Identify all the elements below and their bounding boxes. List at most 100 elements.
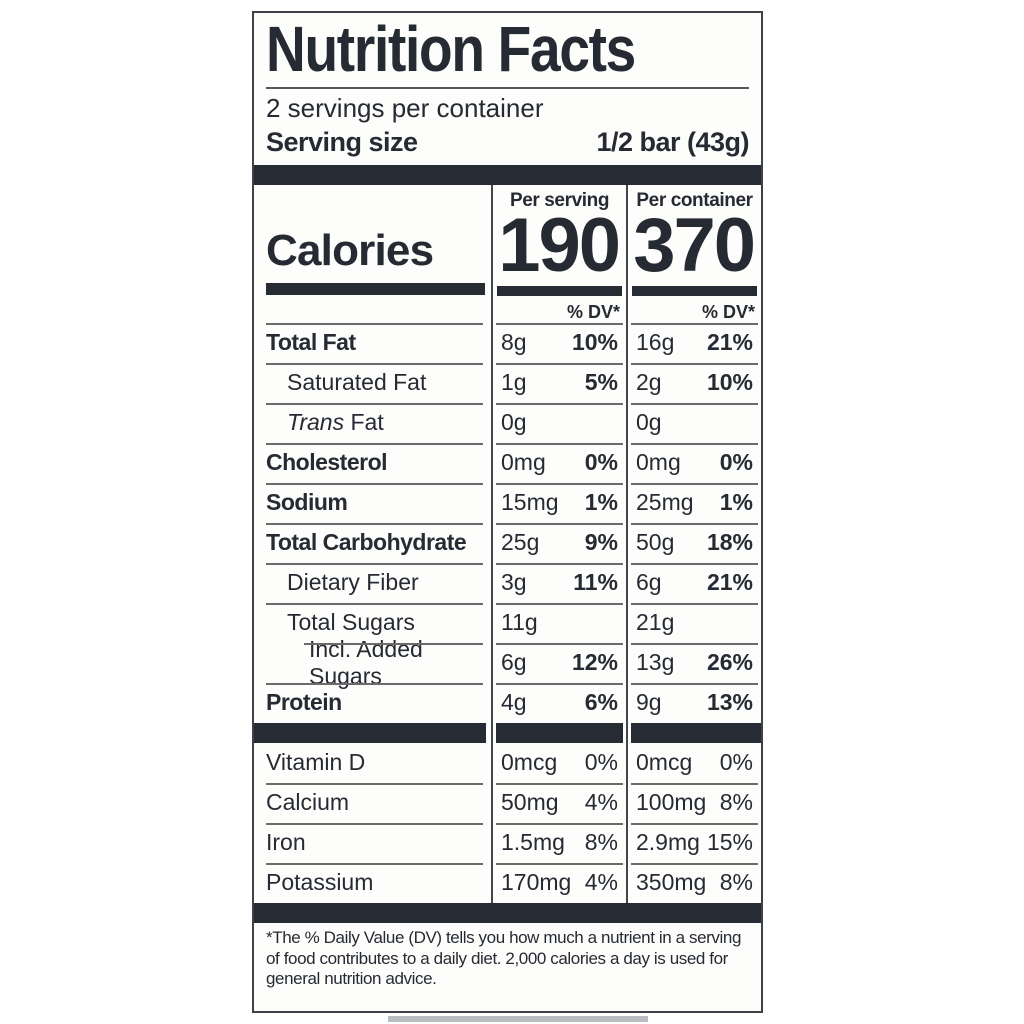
amount-per-serving: 50mg [501, 789, 559, 816]
dv-per-container: 0% [719, 749, 753, 776]
row-hairline [631, 482, 758, 485]
calories-underline-bar [497, 285, 622, 296]
value-cell: 0mg 0% [491, 442, 626, 483]
nutrient-row: Protein 4g 6% 9g 13% [254, 682, 761, 723]
calories-underline-bar [266, 282, 485, 295]
nutrient-name: Total Carbohydrate [266, 529, 467, 556]
dv-per-container: 8% [719, 789, 753, 816]
value-cell: 11g [491, 602, 626, 643]
partial-element-below-label [388, 1016, 648, 1022]
value-cell: 100mg 8% [626, 782, 761, 823]
row-hairline [496, 642, 623, 645]
dv-per-serving: 11% [573, 569, 618, 596]
nutrient-row: Sodium 15mg 1% 25mg 1% [254, 482, 761, 523]
serving-size-label: Serving size [266, 126, 418, 157]
amount-per-serving: 4g [501, 689, 527, 716]
row-hairline [496, 402, 623, 405]
amount-per-serving: 3g [501, 569, 527, 596]
value-cell: 9g 13% [626, 682, 761, 723]
row-hairline [266, 362, 483, 365]
nutrient-name-cell: Dietary Fiber [254, 562, 491, 603]
dv-per-serving: 10% [571, 329, 618, 356]
nutrient-name-cell: Saturated Fat [254, 362, 491, 403]
value-cell: 1g 5% [491, 362, 626, 403]
nutrient-row: Total Carbohydrate 25g 9% 50g 18% [254, 522, 761, 563]
nutrient-name-cell: Sodium [254, 482, 491, 523]
dv-per-serving: 9% [584, 529, 618, 556]
separator-bar [496, 722, 623, 743]
amount-per-container: 50g [636, 529, 675, 556]
value-cell: 25g 9% [491, 522, 626, 563]
nutrient-name-cell: Protein [254, 682, 491, 723]
value-cell: 0mcg 0% [626, 742, 761, 783]
amount-per-container: 9g [636, 689, 662, 716]
dv-per-serving: 5% [584, 369, 618, 396]
vitamin-rows: Vitamin D 0mcg 0% 0mcg 0% Calcium 50mg 4% 100mg 8… [254, 742, 761, 903]
row-hairline [631, 322, 758, 325]
dv-per-serving: 6% [584, 689, 618, 716]
dv-per-container: 8% [719, 869, 753, 896]
amount-per-container: 13g [636, 649, 675, 676]
separator-bar-bottom [254, 902, 761, 923]
per-container-header: Per container [636, 189, 753, 211]
nutrient-row: Dietary Fiber 3g 11% 6g 21% [254, 562, 761, 603]
nutrient-row: Total Fat 8g 10% 16g 21% [254, 322, 761, 363]
row-hairline [266, 602, 483, 605]
amount-per-serving: 1g [501, 369, 527, 396]
dv-per-container: 18% [706, 529, 753, 556]
value-cell: 50g 18% [626, 522, 761, 563]
amount-per-serving: 0mg [501, 449, 546, 476]
nutrient-name-cell: Vitamin D [254, 743, 491, 783]
amount-per-container: 100mg [636, 789, 707, 816]
label-title-block: Nutrition Facts [266, 17, 749, 90]
amount-per-container: 21g [636, 609, 675, 636]
nutrient-row: Saturated Fat 1g 5% 2g 10% [254, 362, 761, 403]
nutrient-name-cell: Calcium [254, 782, 491, 823]
nutrient-name: Protein [266, 689, 342, 716]
row-hairline [266, 442, 483, 445]
amount-per-container: 6g [636, 569, 662, 596]
nutrient-name: Total Fat [266, 329, 356, 356]
nutrient-row: Total Sugars 11g 21g [254, 602, 761, 643]
nutrient-name: Dietary Fiber [287, 569, 419, 596]
row-hairline [631, 522, 758, 525]
row-hairline [631, 442, 758, 445]
nutrient-name: Saturated Fat [287, 369, 427, 396]
value-cell: 4g 6% [491, 682, 626, 723]
row-hairline [304, 642, 483, 645]
amount-per-container: 350mg [636, 869, 707, 896]
nutrient-name: Vitamin D [266, 749, 366, 776]
calories-per-container: 370 [633, 202, 756, 288]
nutrient-name: Sodium [266, 489, 348, 516]
nutrient-name: Potassium [266, 869, 374, 896]
row-hairline [496, 362, 623, 365]
nutrient-name: Total Sugars [287, 609, 415, 636]
calories-per-serving: 190 [498, 202, 621, 288]
value-cell: 0mg 0% [626, 442, 761, 483]
row-hairline [631, 782, 758, 785]
row-hairline [631, 562, 758, 565]
vitamin-row: Vitamin D 0mcg 0% 0mcg 0% [254, 742, 761, 783]
row-hairline [631, 362, 758, 365]
value-cell: 350mg 8% [626, 862, 761, 903]
row-hairline [496, 782, 623, 785]
vitamin-row: Iron 1.5mg 8% 2.9mg 15% [254, 822, 761, 863]
separator-bar [254, 722, 486, 743]
nutrient-name: Calcium [266, 789, 350, 816]
nutrient-name-cell: Total Sugars [254, 602, 491, 643]
calories-label-cell: Calories [254, 185, 491, 323]
row-hairline [496, 682, 623, 685]
amount-per-container: 0mcg [636, 749, 693, 776]
per-serving-header: Per serving [509, 189, 610, 211]
nutrient-name: Cholesterol [266, 449, 388, 476]
value-cell: 50mg 4% [491, 782, 626, 823]
value-cell: 13g 26% [626, 642, 761, 683]
row-hairline [496, 862, 623, 865]
amount-per-container: 2.9mg [636, 829, 700, 856]
dv-per-container: 0% [719, 449, 753, 476]
value-cell: 0mcg 0% [491, 742, 626, 783]
amount-per-container: 0mg [636, 449, 681, 476]
row-hairline [266, 782, 483, 785]
vitamin-row: Calcium 50mg 4% 100mg 8% [254, 782, 761, 823]
nutrient-rows: Total Fat 8g 10% 16g 21% Saturated Fat 1g 5% 2g 1… [254, 322, 761, 723]
